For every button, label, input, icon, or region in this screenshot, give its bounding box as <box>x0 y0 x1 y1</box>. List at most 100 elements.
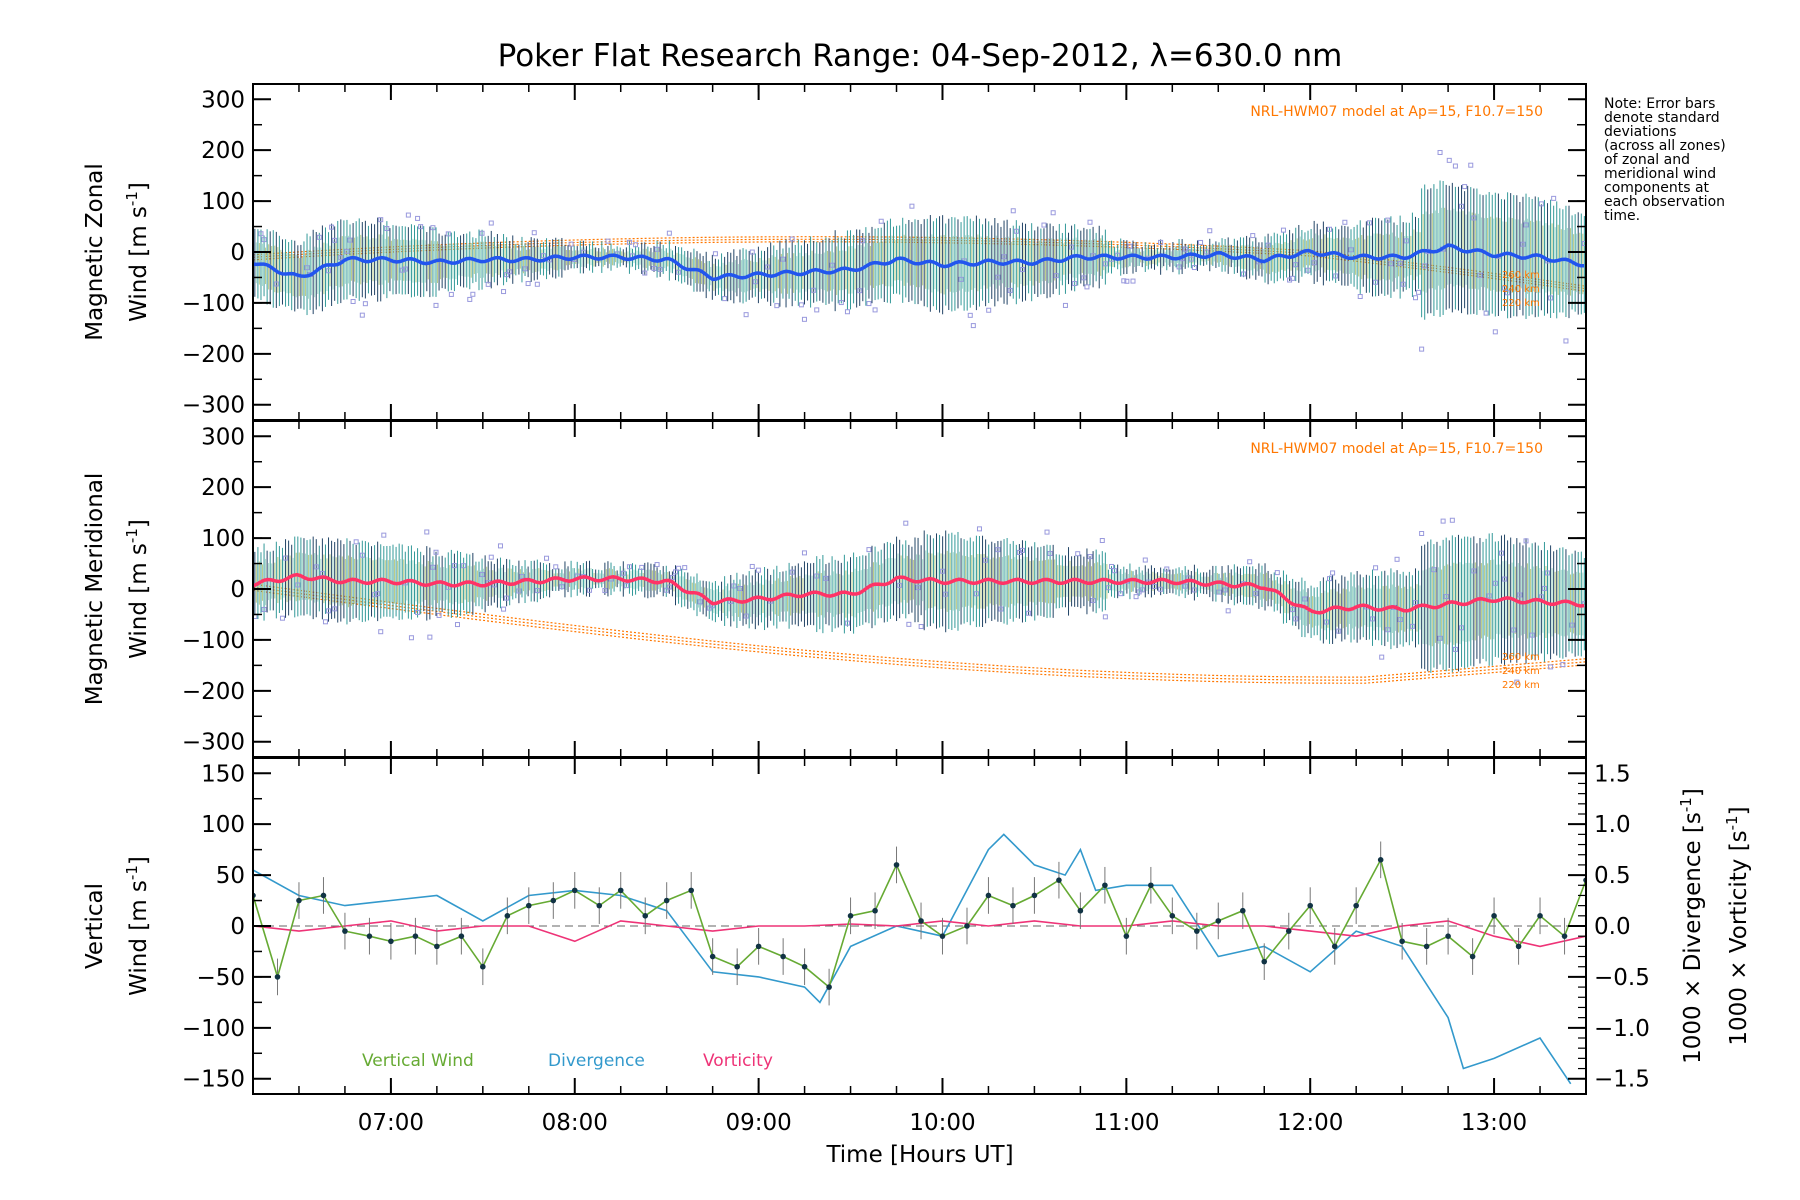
vertical-wind-point <box>918 918 924 924</box>
right-ytick-label: 1.5 <box>1594 761 1631 787</box>
vertical-wind-point <box>939 933 946 939</box>
meridional-model-label: NRL-HWM07 model at Ap=15, F10.7=150 <box>1250 441 1543 457</box>
scatter-point <box>504 595 510 601</box>
vertical-wind-point <box>663 897 670 904</box>
vertical-wind-point <box>480 963 486 970</box>
scatter-point <box>384 226 390 232</box>
vertical-wind-point <box>688 887 695 894</box>
vertical-wind-point <box>1399 938 1405 945</box>
vertical-wind-point <box>826 984 832 990</box>
scatter-point <box>918 624 924 630</box>
scatter-point <box>332 237 338 243</box>
scatter-point <box>1520 241 1526 247</box>
scatter-point <box>737 586 743 592</box>
scatter-point <box>461 563 467 569</box>
vertical-wind-point <box>617 887 624 894</box>
scatter-point <box>1139 587 1145 593</box>
zonal-alt-label: 260 km <box>1502 270 1540 281</box>
scatter-point <box>765 264 771 270</box>
scatter-point <box>1452 163 1458 169</box>
scatter-point <box>488 554 494 560</box>
scatter-point <box>1443 594 1449 600</box>
scatter-point <box>1198 239 1204 245</box>
scatter-point <box>1327 226 1333 232</box>
vertical-wind-point <box>642 913 649 919</box>
scatter-point <box>1388 261 1394 267</box>
scatter-point <box>1081 275 1087 281</box>
scatter-point <box>1517 592 1523 598</box>
vertical-wind-point <box>709 953 716 960</box>
scatter-point <box>838 300 844 306</box>
scatter-point <box>844 620 850 626</box>
meridional-ytick-label: 0 <box>230 577 245 603</box>
scatter-point <box>1053 273 1059 279</box>
scatter-point <box>866 301 872 307</box>
vertical-wind-point <box>1102 882 1108 889</box>
scatter-point <box>1026 610 1032 616</box>
scatter-point <box>1366 220 1372 226</box>
scatter-point <box>1437 635 1443 641</box>
scatter-point <box>1133 594 1139 600</box>
scatter-point <box>998 606 1004 612</box>
scatter-point <box>722 296 728 302</box>
xtick-label: 07:00 <box>358 1110 424 1136</box>
scatter-point <box>497 543 503 549</box>
scatter-point <box>1102 261 1108 267</box>
scatter-point <box>1090 598 1096 604</box>
scatter-point <box>1486 593 1492 599</box>
scatter-point <box>1290 275 1296 281</box>
right-ytick-label: −0.5 <box>1594 965 1650 991</box>
scatter-point <box>1477 272 1483 278</box>
xtick-label: 13:00 <box>1461 1110 1527 1136</box>
scatter-point <box>642 270 648 276</box>
scatter-point <box>801 316 807 322</box>
model-curve <box>253 589 1586 684</box>
vertical-wind-point <box>1561 933 1568 939</box>
scatter-point <box>1373 565 1379 571</box>
vertical-wind-point <box>847 913 854 919</box>
scatter-point <box>814 573 820 579</box>
vertical-wind-point <box>1077 907 1084 914</box>
scatter-point <box>261 237 267 243</box>
zonal-ytick-label: 0 <box>230 240 245 266</box>
scatter-point <box>540 253 546 259</box>
scatter-point <box>359 312 365 318</box>
right-ytick-label: 1.0 <box>1594 812 1631 838</box>
scatter-point <box>1419 346 1425 352</box>
scatter-point <box>1311 260 1317 266</box>
scatter-point <box>1548 664 1554 670</box>
note-line: (across all zones) <box>1604 138 1726 154</box>
xtick-label: 12:00 <box>1277 1110 1343 1136</box>
note-line: meridional wind <box>1604 166 1716 182</box>
scatter-point <box>774 303 780 309</box>
scatter-point <box>1305 267 1311 273</box>
scatter-point <box>1446 157 1452 163</box>
scatter-point <box>1523 222 1529 228</box>
scatter-point <box>295 582 301 588</box>
scatter-point <box>1225 608 1231 614</box>
scatter-point <box>1176 264 1182 270</box>
scatter-point <box>375 591 381 597</box>
scatter-point <box>433 302 439 308</box>
meridional-ytick-label: −100 <box>182 628 245 654</box>
scatter-point <box>1062 302 1068 308</box>
scatter-point <box>1084 284 1090 290</box>
vorticity-line <box>253 920 1586 948</box>
scatter-point <box>283 555 289 561</box>
scatter-point <box>1204 249 1210 255</box>
scatter-point <box>857 288 863 294</box>
vertical-ytick-label: −100 <box>182 1016 245 1042</box>
scatter-point <box>1047 550 1053 556</box>
scatter-point <box>1158 239 1164 245</box>
vertical-wind-point <box>1445 933 1451 939</box>
model-curve <box>253 586 1586 681</box>
scatter-point <box>1492 580 1498 586</box>
scatter-point <box>1280 227 1286 233</box>
scatter-point <box>1492 329 1498 335</box>
scatter-point <box>1142 557 1148 563</box>
vorticity-ylabel: 1000 × Vorticity [s-1] <box>1723 806 1752 1045</box>
vertical-wind-point <box>1537 913 1543 919</box>
vertical-ylabel-units: Wind [m s-1] <box>123 856 152 996</box>
scatter-point <box>829 262 835 268</box>
scatter-point <box>967 312 973 318</box>
